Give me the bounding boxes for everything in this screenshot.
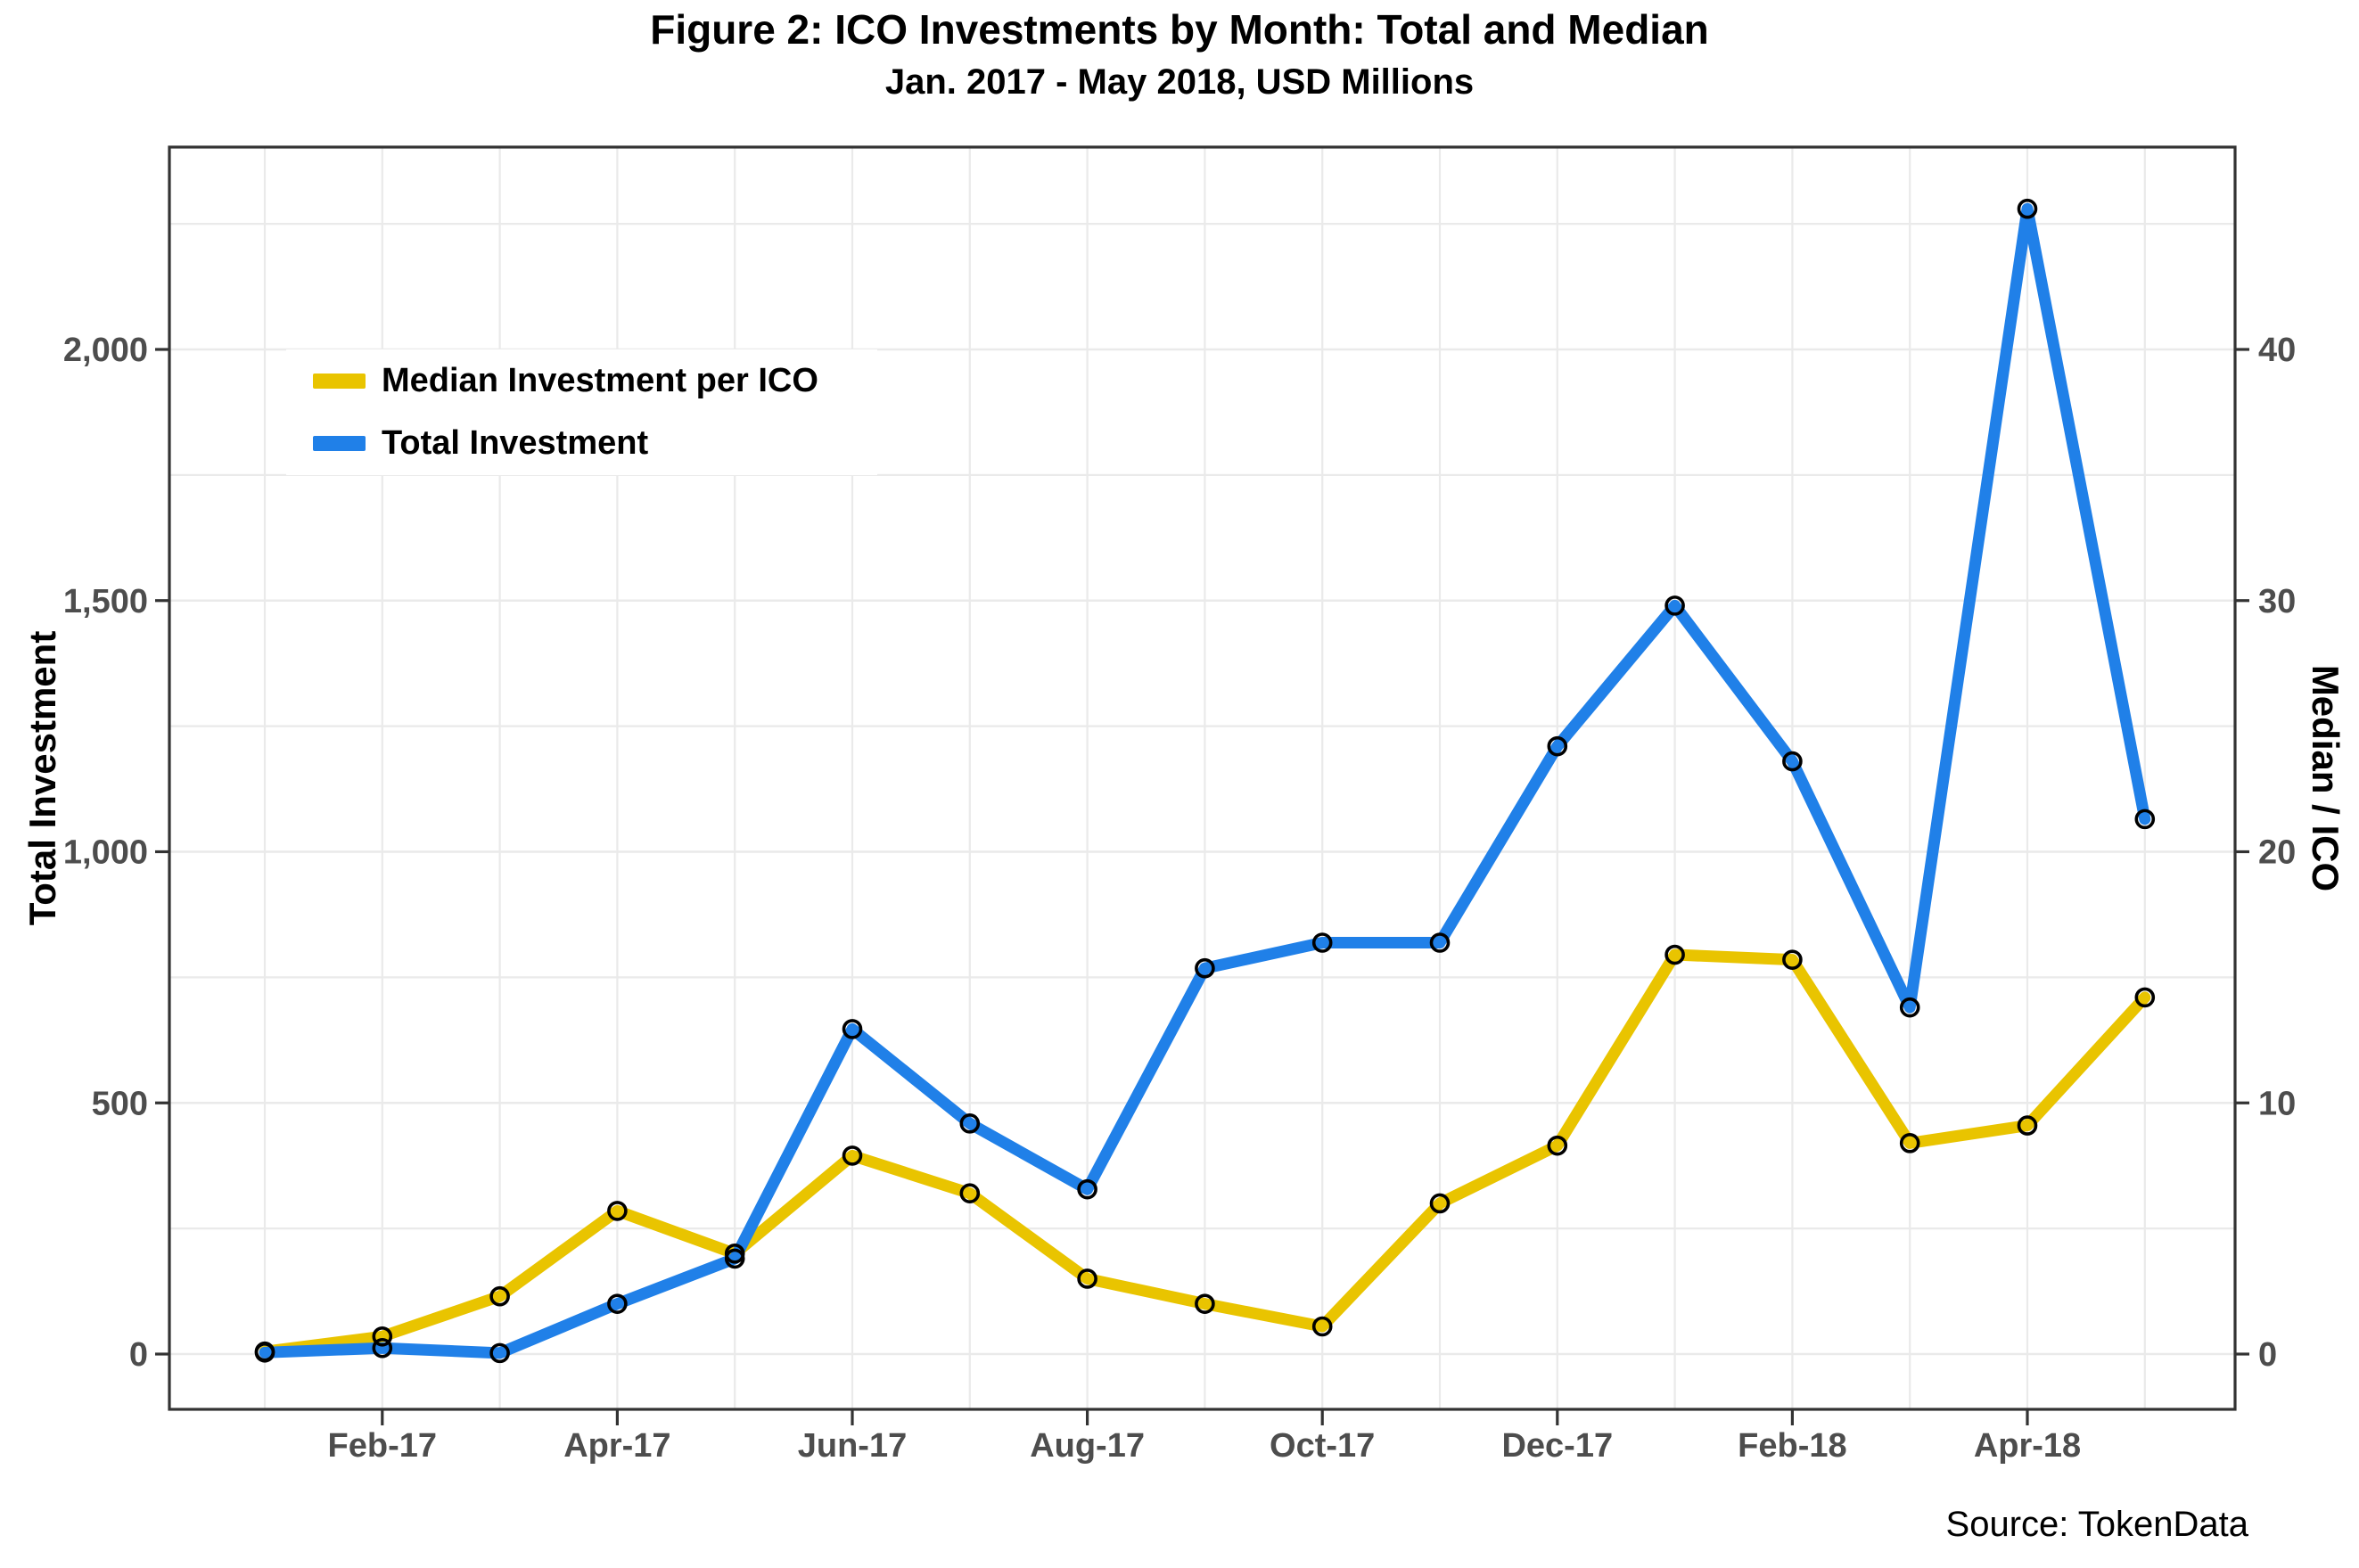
data-point (372, 1337, 393, 1359)
data-point (1899, 1133, 1920, 1153)
median-line-swatch (313, 373, 366, 389)
data-point (1311, 1316, 1333, 1337)
svg-text:Feb-18: Feb-18 (1738, 1427, 1846, 1465)
series-line-total (259, 202, 2151, 1359)
data-point (489, 1342, 510, 1364)
data-point (254, 1342, 275, 1363)
gridlines (169, 147, 2235, 1409)
svg-text:0: 0 (129, 1336, 148, 1374)
svg-text:1,500: 1,500 (63, 583, 148, 620)
chart-title: Figure 2: ICO Investments by Month: Tota… (650, 6, 1709, 53)
data-point (959, 1113, 981, 1134)
data-point (1664, 944, 1685, 965)
data-point (1782, 949, 1803, 970)
panel-border (168, 145, 2237, 1411)
data-point (2017, 1115, 2038, 1136)
legend: Median Investment per ICO Total Investme… (286, 349, 877, 475)
data-point (842, 1019, 863, 1039)
data-point (607, 1293, 628, 1314)
svg-text:0: 0 (2258, 1336, 2277, 1374)
data-point (372, 1326, 393, 1347)
data-point (1899, 997, 1920, 1018)
svg-text:10: 10 (2258, 1085, 2296, 1122)
data-point (724, 1248, 745, 1269)
data-point (959, 1183, 981, 1203)
data-point (1077, 1268, 1097, 1289)
svg-text:Dec-17: Dec-17 (1501, 1427, 1613, 1465)
data-point (1664, 595, 1685, 616)
data-point (489, 1285, 510, 1307)
data-point (1195, 957, 1215, 979)
data-point (842, 1145, 863, 1166)
svg-text:500: 500 (92, 1085, 148, 1122)
data-point-markers (254, 198, 2156, 1364)
legend-label-median: Median Investment per ICO (382, 361, 818, 399)
svg-text:30: 30 (2258, 583, 2296, 620)
data-point (1429, 932, 1451, 953)
svg-text:40: 40 (2258, 332, 2296, 369)
svg-text:Feb-17: Feb-17 (328, 1427, 437, 1465)
svg-text:2,000: 2,000 (63, 332, 148, 369)
source-note: Source: TokenData (1945, 1505, 2248, 1544)
legend-item-total: Total Investment (286, 413, 877, 475)
data-point (2134, 809, 2156, 830)
data-point (1077, 1178, 1097, 1200)
data-point (1195, 1293, 1215, 1314)
data-point (1782, 751, 1803, 772)
axis-ticks-and-labels: 0 500 1,000 1,500 2,000 0 10 20 30 40 Feb-17 Apr-17… (63, 332, 2296, 1465)
data-point (1547, 1135, 1568, 1156)
data-point (1547, 735, 1568, 757)
legend-item-median: Median Investment per ICO (286, 349, 877, 412)
data-point (2017, 198, 2038, 219)
svg-text:Apr-17: Apr-17 (563, 1427, 670, 1465)
data-point (1311, 932, 1333, 953)
legend-label-total: Total Investment (382, 424, 649, 463)
svg-text:Aug-17: Aug-17 (1030, 1427, 1145, 1465)
svg-text:Oct-17: Oct-17 (1270, 1427, 1375, 1465)
data-point (607, 1201, 628, 1221)
right-axis-title: Median / ICO (2305, 664, 2347, 892)
data-point (1429, 1193, 1451, 1214)
svg-text:20: 20 (2258, 834, 2296, 872)
svg-text:1,000: 1,000 (63, 834, 148, 872)
left-axis-title: Total Investment (21, 630, 63, 926)
svg-text:Apr-18: Apr-18 (1974, 1427, 2081, 1465)
total-line-swatch (313, 436, 366, 452)
series-line-median (259, 948, 2151, 1358)
chart-subtitle: Jan. 2017 - May 2018, USD Millions (884, 62, 1475, 102)
svg-text:Jun-17: Jun-17 (798, 1427, 907, 1465)
data-point (2134, 987, 2156, 1008)
